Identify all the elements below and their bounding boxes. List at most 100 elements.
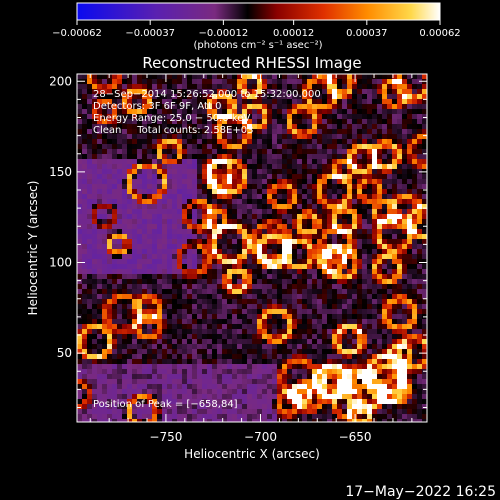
heatmap-cell (342, 269, 347, 274)
heatmap-cell (267, 379, 272, 384)
heatmap-cell (327, 344, 332, 349)
heatmap-cell (172, 199, 177, 204)
heatmap-cell (257, 414, 262, 419)
heatmap-cell (417, 259, 422, 264)
heatmap-cell (207, 419, 212, 422)
heatmap-cell (227, 104, 232, 109)
heatmap-cell (302, 134, 307, 139)
heatmap-cell (122, 209, 127, 214)
heatmap-cell (307, 224, 312, 229)
heatmap-cell (227, 174, 232, 179)
heatmap-cell (187, 219, 192, 224)
heatmap-cell (97, 284, 102, 289)
heatmap-cell (212, 414, 217, 419)
heatmap-cell (147, 334, 152, 339)
heatmap-cell (182, 264, 187, 269)
heatmap-cell (247, 284, 252, 289)
heatmap-cell (352, 374, 357, 379)
heatmap-cell (192, 204, 197, 209)
heatmap-cell (77, 94, 82, 99)
heatmap-cell (257, 174, 262, 179)
heatmap-cell (187, 184, 192, 189)
heatmap-cell (357, 229, 362, 234)
heatmap-cell (122, 109, 127, 114)
heatmap-cell (382, 119, 387, 124)
heatmap-cell (267, 414, 272, 419)
heatmap-cell (97, 254, 102, 259)
heatmap-cell (382, 104, 387, 109)
heatmap-cell (347, 319, 352, 324)
heatmap-cell (337, 174, 342, 179)
heatmap-cell (112, 344, 117, 349)
heatmap-cell (212, 264, 217, 269)
heatmap-cell (197, 264, 202, 269)
heatmap-cell (317, 399, 322, 404)
heatmap-cell (402, 394, 407, 399)
heatmap-cell (77, 294, 82, 299)
heatmap-cell (417, 174, 422, 179)
heatmap-cell (137, 294, 142, 299)
heatmap-cell (137, 204, 142, 209)
heatmap-cell (162, 324, 167, 329)
heatmap-cell (197, 259, 202, 264)
heatmap-cell (212, 179, 217, 184)
heatmap-cell (257, 409, 262, 414)
heatmap-cell (312, 99, 317, 104)
heatmap-cell (382, 229, 387, 234)
heatmap-cell (222, 199, 227, 204)
heatmap-cell (157, 234, 162, 239)
heatmap-cell (102, 99, 107, 104)
heatmap-cell (172, 244, 177, 249)
heatmap-cell (157, 279, 162, 284)
heatmap-cell (172, 309, 177, 314)
heatmap-cell (207, 114, 212, 119)
heatmap-cell (387, 99, 392, 104)
heatmap-cell (332, 219, 337, 224)
heatmap-cell (292, 94, 297, 99)
heatmap-cell (87, 379, 92, 384)
heatmap-cell (187, 214, 192, 219)
heatmap-cell (202, 149, 207, 154)
heatmap-cell (337, 319, 342, 324)
heatmap-cell (362, 339, 367, 344)
heatmap-cell (237, 319, 242, 324)
heatmap-cell (232, 404, 237, 409)
heatmap-cell (422, 159, 427, 164)
heatmap-cell (87, 159, 92, 164)
heatmap-cell (132, 194, 137, 199)
heatmap-cell (167, 314, 172, 319)
heatmap-cell (397, 154, 402, 159)
heatmap-cell (92, 304, 97, 309)
heatmap-cell (422, 199, 427, 204)
heatmap-cell (362, 329, 367, 334)
heatmap-cell (397, 124, 402, 129)
heatmap-cell (197, 139, 202, 144)
heatmap-cell (177, 314, 182, 319)
heatmap-cell (237, 229, 242, 234)
heatmap-cell (192, 234, 197, 239)
heatmap-cell (227, 74, 232, 79)
heatmap-cell (117, 359, 122, 364)
heatmap-cell (342, 404, 347, 409)
heatmap-cell (307, 274, 312, 279)
heatmap-cell (267, 384, 272, 389)
heatmap-cell (307, 299, 312, 304)
heatmap-cell (132, 124, 137, 129)
heatmap-cell (197, 299, 202, 304)
heatmap-cell (402, 319, 407, 324)
heatmap-cell (267, 134, 272, 139)
heatmap-cell (187, 139, 192, 144)
heatmap-cell (232, 84, 237, 89)
heatmap-cell (352, 199, 357, 204)
heatmap-cell (102, 189, 107, 194)
heatmap-cell (272, 389, 277, 394)
heatmap-cell (157, 209, 162, 214)
heatmap-cell (237, 409, 242, 414)
heatmap-cell (272, 119, 277, 124)
heatmap-cell (317, 169, 322, 174)
heatmap-cell (297, 174, 302, 179)
heatmap-cell (177, 204, 182, 209)
heatmap-cell (202, 314, 207, 319)
heatmap-cell (122, 199, 127, 204)
heatmap-cell (332, 404, 337, 409)
